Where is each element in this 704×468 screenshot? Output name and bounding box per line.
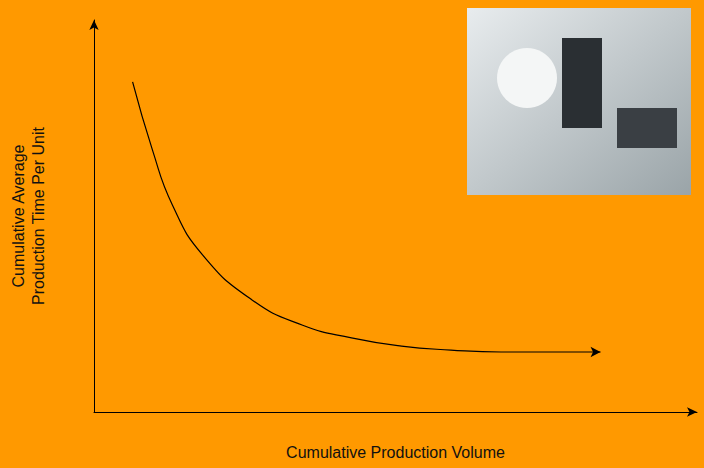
svg-text:Cumulative Average: Cumulative Average xyxy=(10,144,27,287)
svg-text:Cumulative Production Volume: Cumulative Production Volume xyxy=(286,444,505,461)
svg-text:Production Time Per Unit: Production Time Per Unit xyxy=(30,127,47,305)
